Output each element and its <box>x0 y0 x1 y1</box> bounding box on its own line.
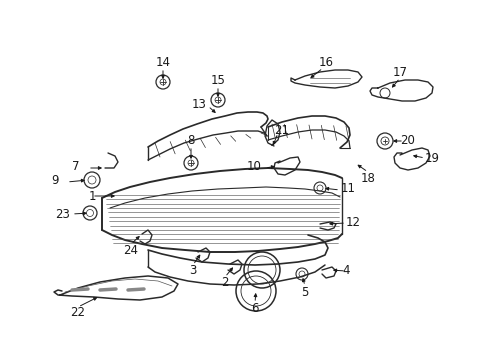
Text: 19: 19 <box>424 152 439 165</box>
Text: 21: 21 <box>274 125 289 138</box>
Text: 3: 3 <box>189 265 196 278</box>
Text: 20: 20 <box>400 134 415 147</box>
Text: 5: 5 <box>301 285 308 298</box>
Text: 13: 13 <box>191 98 206 111</box>
Text: 17: 17 <box>392 66 407 78</box>
Text: 14: 14 <box>155 55 170 68</box>
Text: 24: 24 <box>123 243 138 256</box>
Text: 8: 8 <box>187 134 194 147</box>
Text: 4: 4 <box>342 265 349 278</box>
Text: 12: 12 <box>345 216 360 229</box>
Text: 16: 16 <box>318 55 333 68</box>
Text: 7: 7 <box>72 159 80 172</box>
Text: 2: 2 <box>221 276 228 289</box>
Text: 15: 15 <box>210 73 225 86</box>
Text: 22: 22 <box>70 306 85 320</box>
Text: 10: 10 <box>246 161 261 174</box>
Text: 9: 9 <box>51 175 59 188</box>
Text: 23: 23 <box>56 207 70 220</box>
Text: 1: 1 <box>88 189 96 202</box>
Text: 6: 6 <box>251 302 258 315</box>
Text: 18: 18 <box>360 171 375 184</box>
Text: 11: 11 <box>340 183 355 195</box>
